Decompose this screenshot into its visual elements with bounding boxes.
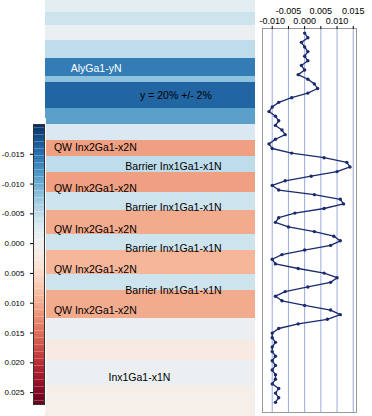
- svg-text:-0.010: -0.010: [259, 16, 285, 26]
- svg-text:0.005: 0.005: [4, 269, 25, 278]
- svg-text:QW Inx2Ga1-x2N: QW Inx2Ga1-x2N: [54, 141, 137, 153]
- svg-text:0.025: 0.025: [4, 388, 25, 397]
- svg-text:0.010: 0.010: [326, 16, 349, 26]
- svg-text:Barrier Inx1Ga1-x1N: Barrier Inx1Ga1-x1N: [125, 160, 221, 172]
- svg-text:QW Inx2Ga1-x2N: QW Inx2Ga1-x2N: [54, 304, 137, 316]
- svg-text:QW Inx2Ga1-x2N: QW Inx2Ga1-x2N: [54, 223, 137, 235]
- svg-text:-0.005: -0.005: [2, 209, 25, 218]
- svg-text:0.010: 0.010: [4, 299, 25, 308]
- svg-text:0.015: 0.015: [342, 6, 365, 16]
- svg-text:0.020: 0.020: [4, 358, 25, 367]
- svg-text:AlyGa1-yN: AlyGa1-yN: [71, 62, 122, 74]
- svg-text:-0.015: -0.015: [2, 150, 25, 159]
- svg-text:0.000: 0.000: [293, 16, 316, 26]
- svg-text:-0.010: -0.010: [2, 180, 25, 189]
- svg-text:0.015: 0.015: [4, 329, 25, 338]
- svg-text:Inx1Ga1-x1N: Inx1Ga1-x1N: [109, 371, 171, 383]
- svg-text:y = 20% +/- 2%: y = 20% +/- 2%: [140, 89, 212, 101]
- svg-text:QW Inx2Ga1-x2N: QW Inx2Ga1-x2N: [54, 182, 137, 194]
- svg-text:Barrier Inx1Ga1-x1N: Barrier Inx1Ga1-x1N: [125, 284, 221, 296]
- svg-text:Barrier Inx1Ga1-x1N: Barrier Inx1Ga1-x1N: [125, 201, 221, 213]
- svg-text:-0.005: -0.005: [276, 6, 302, 16]
- svg-text:Barrier Inx1Ga1-x1N: Barrier Inx1Ga1-x1N: [125, 242, 221, 254]
- svg-text:QW Inx2Ga1-x2N: QW Inx2Ga1-x2N: [54, 263, 137, 275]
- svg-text:0.000: 0.000: [4, 239, 25, 248]
- svg-text:0.005: 0.005: [310, 6, 333, 16]
